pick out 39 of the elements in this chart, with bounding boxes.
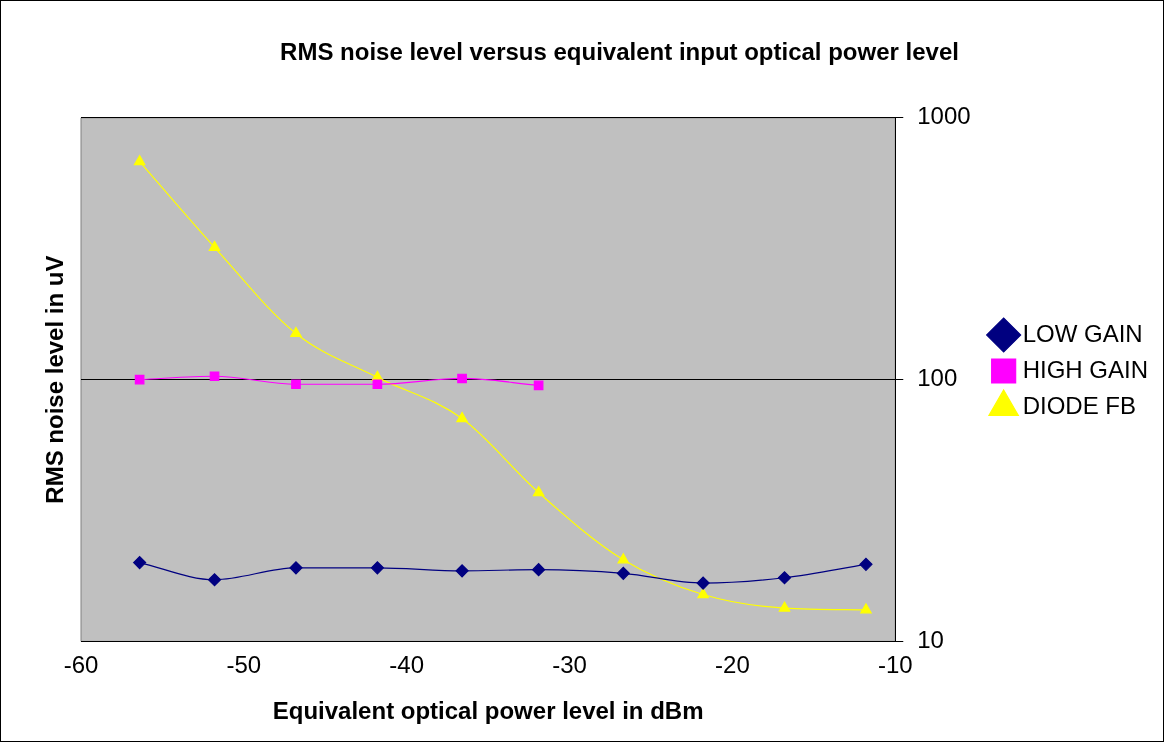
- legend-label: DIODE FB: [1022, 391, 1136, 419]
- point: [533, 380, 544, 391]
- legend-label: HIGH GAIN: [1022, 355, 1148, 383]
- point: [134, 374, 145, 385]
- point: [532, 486, 545, 497]
- point: [859, 557, 873, 571]
- x-tick-label: -40: [389, 651, 425, 679]
- y-tick-label: 10: [917, 626, 944, 654]
- y-tick-label: 1000: [917, 102, 971, 130]
- point: [457, 373, 467, 384]
- point: [456, 411, 468, 423]
- point: [133, 555, 147, 570]
- point: [372, 379, 383, 390]
- point: [370, 561, 384, 575]
- x-tick-label: -10: [877, 651, 913, 679]
- point: [455, 564, 469, 578]
- x-tick-label: -60: [63, 651, 99, 679]
- point: [207, 573, 222, 587]
- x-axis-title: Equivalent optical power level in dBm: [272, 697, 704, 725]
- point: [291, 379, 301, 390]
- y-axis-title: RMS noise level in uV: [40, 255, 68, 504]
- legend-label: LOW GAIN: [1022, 319, 1143, 347]
- point: [616, 566, 630, 580]
- point: [209, 371, 220, 382]
- point: [532, 563, 546, 577]
- point: [208, 240, 221, 251]
- y-tick-label: 100: [917, 364, 958, 392]
- point: [290, 326, 302, 338]
- x-tick-label: -30: [552, 651, 587, 679]
- point: [778, 601, 791, 612]
- point: [860, 603, 872, 614]
- chart-title: RMS noise level versus equivalent input optical power level: [280, 38, 959, 66]
- point: [617, 553, 630, 564]
- x-tick-label: -20: [715, 651, 750, 679]
- point: [777, 571, 792, 585]
- point: [289, 561, 303, 575]
- point: [133, 155, 146, 166]
- point: [696, 576, 710, 590]
- x-tick-label: -50: [226, 651, 262, 679]
